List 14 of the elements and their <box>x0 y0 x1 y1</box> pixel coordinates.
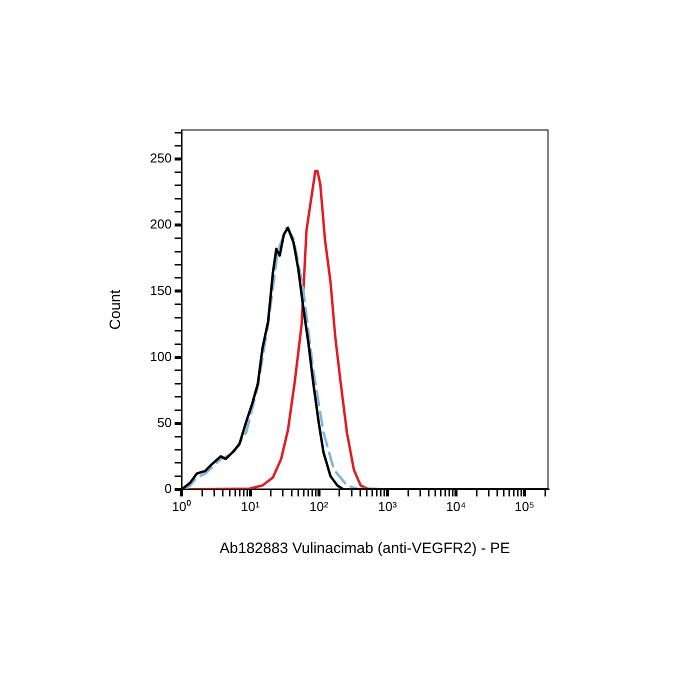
x-tick-label: 10⁴ <box>446 498 466 514</box>
y-axis-title: Count <box>107 288 124 330</box>
y-tick-label: 200 <box>150 216 172 232</box>
x-tick-label: 10³ <box>378 498 398 514</box>
x-tick-label: 10⁵ <box>514 498 534 514</box>
y-tick-label: 100 <box>150 348 172 364</box>
x-axis-title: Ab182883 Vulinacimab (anti-VEGFR2) - PE <box>220 540 510 558</box>
x-tick-label: 10² <box>309 498 329 514</box>
y-tick-label: 150 <box>150 282 172 298</box>
y-tick-label: 50 <box>157 414 172 430</box>
y-tick-label: 0 <box>164 480 172 496</box>
y-tick-label: 250 <box>150 150 172 166</box>
x-tick-label: 10⁰ <box>172 498 192 514</box>
x-tick-label: 10¹ <box>240 498 260 514</box>
